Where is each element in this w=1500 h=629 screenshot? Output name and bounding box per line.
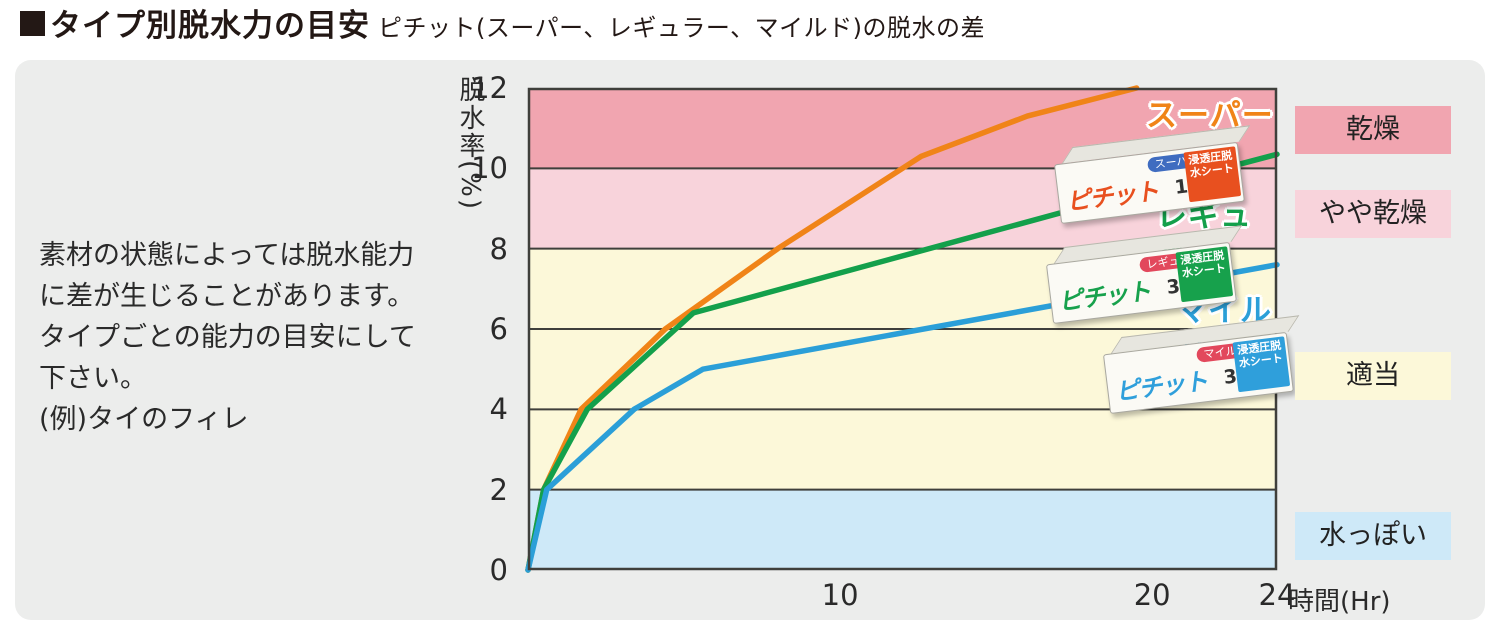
title-square-icon [20,11,45,36]
y-tick-6: 6 [489,312,508,346]
note-text: 素材の状態によっては脱水能力 に差が生じることがあります。 タイプごとの能力の目… [39,240,416,435]
legend-badge-dry: 乾燥 [1295,106,1451,154]
y-tick-8: 8 [489,231,508,266]
x-axis-unit: 時間(Hr) [1288,587,1391,617]
product-brand-label: ピチット [1064,177,1160,217]
product-ribbon-label: 浸透圧脱水シート [1232,336,1291,393]
band-3 [528,489,1277,570]
y-tick-12: 12 [471,71,508,105]
product-ribbon-label: 浸透圧脱水シート [1175,246,1234,303]
y-axis-label: 脱水率(%) [455,76,485,211]
product-brand-label: ピチット [1056,277,1152,317]
product-brand-label: ピチット [1113,367,1209,407]
legend-badge-somewhat-dry: やや乾燥 [1295,190,1451,238]
legend-badge-appropriate: 適当 [1295,352,1451,400]
series-line-2 [525,261,1280,573]
x-tick-20: 20 [1133,578,1171,612]
y-tick-0: 0 [489,553,508,587]
product-ribbon-label: 浸透圧脱水シート [1183,146,1242,203]
y-axis-ticks: 0 2 4 6 8 10 12 [450,71,514,587]
x-tick-24: 24 [1258,578,1296,612]
page-subtitle: ピチット(スーパー、レギュラー、マイルド)の脱水の差 [378,14,986,42]
page-title: タイプ別脱水力の目安 [50,8,370,44]
legend-badge-watery: 水っぽい [1295,512,1451,560]
y-tick-10: 10 [471,151,508,186]
series-label-super: スーパー [1146,98,1274,134]
y-tick-2: 2 [489,472,508,507]
page-header: タイプ別脱水力の目安 ピチット(スーパー、レギュラー、マイルド)の脱水の差 [20,6,985,46]
y-tick-4: 4 [489,392,508,427]
x-tick-10: 10 [821,578,859,612]
chart-panel: 素材の状態によっては脱水能力 に差が生じることがあります。 タイプごとの能力の目… [15,60,1485,620]
